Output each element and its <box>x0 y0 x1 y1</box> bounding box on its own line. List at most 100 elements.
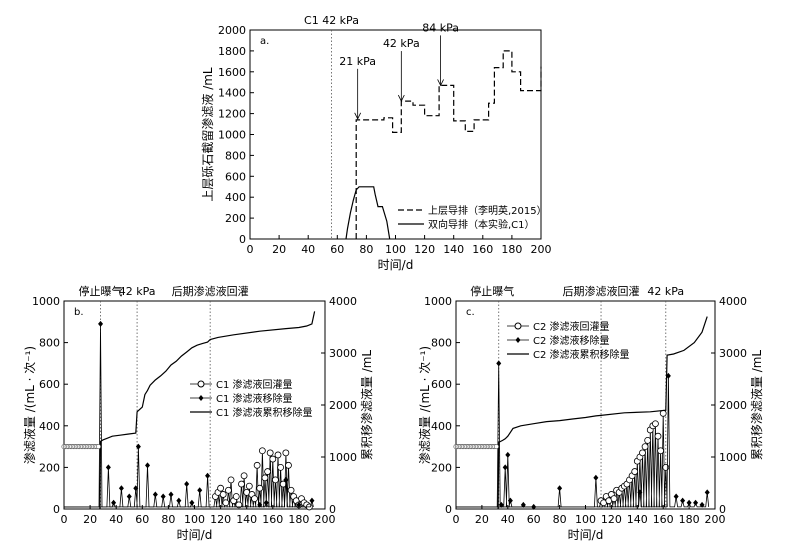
y-tick-label: 0 <box>239 233 246 246</box>
y-tick-label: 600 <box>225 170 246 183</box>
data-point <box>631 468 639 475</box>
x-tick-label: 20 <box>475 513 489 526</box>
top-annotation: 后期渗滤液回灌 <box>172 284 249 298</box>
series-line <box>355 50 542 239</box>
top-annotation: 42 kPa <box>647 285 684 298</box>
data-point <box>225 486 232 494</box>
x-tick-label: 160 <box>653 513 674 526</box>
data-point <box>673 493 679 500</box>
data-point <box>502 464 508 471</box>
y-tick-label: 400 <box>431 420 452 433</box>
legend-label: 上层导排（李明英,2015） <box>428 204 547 217</box>
data-point <box>118 485 124 492</box>
y-right-tick-label: 4000 <box>329 295 357 308</box>
y-tick-label: 1600 <box>218 66 246 79</box>
data-point <box>296 501 302 508</box>
data-point <box>274 451 282 459</box>
y-tick-label: 1000 <box>218 129 246 142</box>
legend-label: 双向导排（本实验,C1） <box>428 218 535 231</box>
y-tick-label: 600 <box>39 378 60 391</box>
legend-label: C1 渗滤液移除量 <box>216 392 293 405</box>
top-annotation: 停止曝气 <box>79 284 123 298</box>
x-tick-label: 0 <box>61 513 68 526</box>
panel-label: a. <box>260 36 269 47</box>
series-line <box>99 311 316 510</box>
x-tick-label: 60 <box>330 243 344 256</box>
data-point <box>126 493 132 500</box>
y-right-tick-label: 2000 <box>329 399 357 412</box>
x-tick-label: 200 <box>315 513 336 526</box>
data-point <box>238 480 245 488</box>
data-point <box>176 497 182 504</box>
data-point <box>217 484 225 492</box>
y-tick-label: 1000 <box>424 295 452 308</box>
y-right-tick-label: 0 <box>719 503 726 516</box>
x-tick-label: 180 <box>679 513 700 526</box>
data-point <box>235 501 243 509</box>
legend-label: C2 渗滤液回灌量 <box>533 320 610 333</box>
data-point <box>232 493 240 500</box>
data-point <box>269 455 277 463</box>
data-point <box>245 482 253 490</box>
x-tick-label: 20 <box>83 513 97 526</box>
legend-label: C1 渗滤液回灌量 <box>216 378 293 391</box>
x-tick-label: 140 <box>236 513 257 526</box>
x-tick-label: 100 <box>575 513 596 526</box>
data-point <box>507 497 513 504</box>
top-annotation: 停止曝气 <box>470 284 514 298</box>
data-point <box>133 485 139 492</box>
data-point <box>593 474 599 481</box>
data-point <box>639 449 646 457</box>
y-tick-label: 800 <box>39 337 60 350</box>
data-point <box>184 481 190 488</box>
x-tick-label: 120 <box>414 243 435 256</box>
x-tick-label: 120 <box>601 513 622 526</box>
x-tick-label: 0 <box>453 513 460 526</box>
x-tick-label: 40 <box>301 243 315 256</box>
y-right-tick-label: 1000 <box>719 451 747 464</box>
y-tick-label: 1800 <box>218 45 246 58</box>
data-point <box>693 499 699 506</box>
x-tick-label: 60 <box>527 513 541 526</box>
y-tick-label: 1000 <box>32 295 60 308</box>
data-point <box>240 472 248 480</box>
pre-stop-marker <box>95 444 101 450</box>
data-point <box>686 499 692 506</box>
arrow-annotation: 42 kPa <box>383 37 420 50</box>
data-point <box>251 495 258 503</box>
data-point <box>557 485 563 492</box>
data-point <box>657 447 665 455</box>
y-tick-label: 400 <box>39 420 60 433</box>
y-right-tick-label: 2000 <box>719 399 747 412</box>
series-spikes <box>455 363 710 508</box>
arrow-head <box>437 79 444 87</box>
y-tick-label: 200 <box>225 212 246 225</box>
data-point <box>272 476 279 484</box>
data-point <box>258 447 266 455</box>
y-axis-title: 渗滤液量 /(mL · 次⁻¹) <box>22 346 37 464</box>
data-point <box>287 486 295 494</box>
data-point <box>219 491 227 498</box>
data-point <box>105 464 111 471</box>
data-point <box>496 360 502 367</box>
x-tick-label: 100 <box>385 243 406 256</box>
x-tick-label: 200 <box>531 243 552 256</box>
data-point <box>253 461 261 469</box>
x-tick-label: 0 <box>247 243 254 256</box>
data-point <box>263 499 269 506</box>
y-tick-label: 200 <box>39 461 60 474</box>
panel-label: b. <box>74 307 84 318</box>
y-tick-label: 200 <box>431 461 452 474</box>
data-point <box>309 497 315 504</box>
x-tick-label: 60 <box>135 513 149 526</box>
data-point <box>520 501 526 508</box>
data-point <box>704 489 710 496</box>
data-point <box>277 463 285 471</box>
series-line <box>497 316 708 510</box>
panel-label: c. <box>466 307 475 318</box>
data-point <box>222 499 230 507</box>
data-point <box>197 487 203 494</box>
data-point <box>652 420 659 428</box>
y-tick-label: 2000 <box>218 24 246 37</box>
